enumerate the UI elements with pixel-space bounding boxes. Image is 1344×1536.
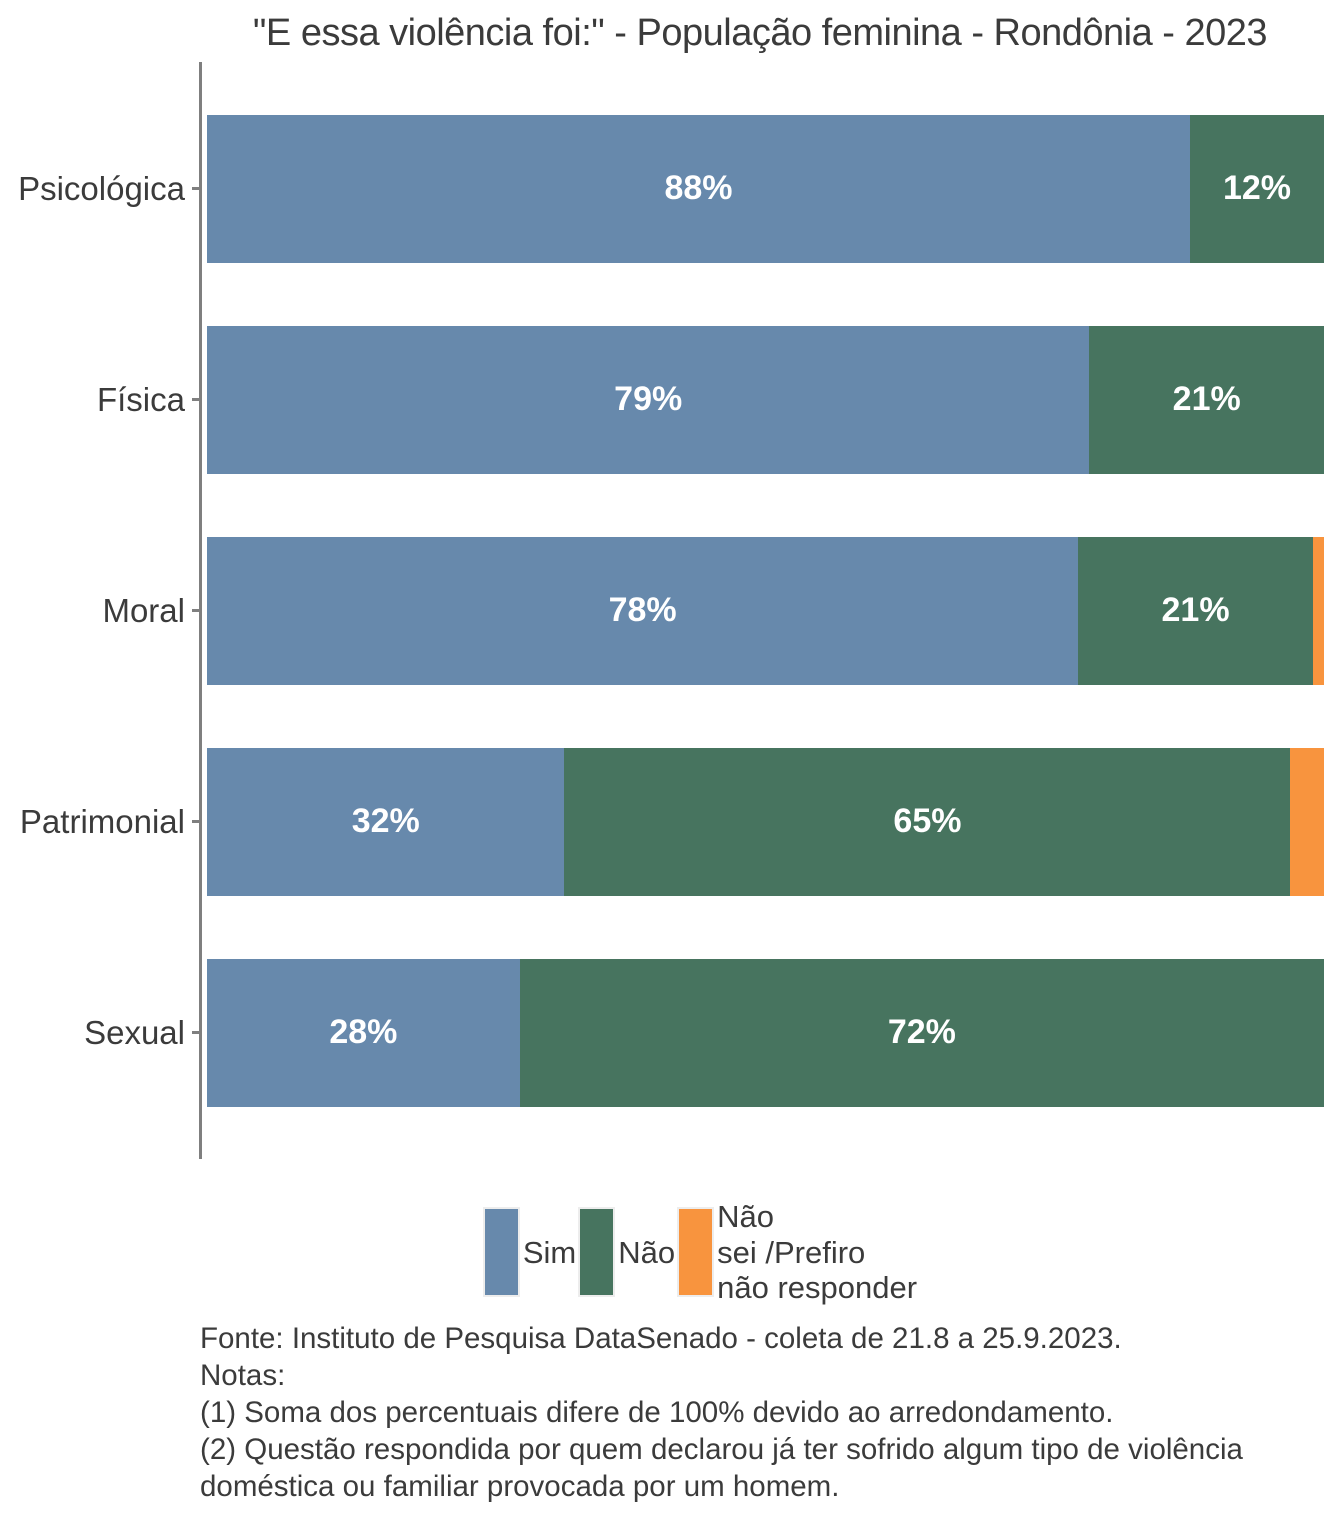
axis-tick	[192, 608, 202, 612]
bar-row: Sexual 28% 72%	[84, 958, 1324, 1107]
segment-value-label: 21%	[1161, 591, 1230, 630]
bar-segment-sim: 32%	[207, 747, 565, 896]
category-label: Psicológica	[18, 169, 185, 207]
legend-item-sim: Sim	[482, 1207, 578, 1298]
bar-row: Moral 78% 21%	[102, 536, 1324, 685]
axis-tick	[192, 397, 202, 401]
legend-label-sim: Sim	[522, 1234, 577, 1270]
legend-label-nao: Não	[618, 1234, 676, 1270]
bar-row: Psicológica 88% 12%	[18, 114, 1324, 263]
legend-item-nao: Não	[578, 1207, 677, 1298]
legend-label-nao-sei: Não sei /Prefiro não responder	[717, 1198, 918, 1306]
bar-segment-sim: 79%	[207, 325, 1090, 474]
bar-segment-sim: 88%	[207, 114, 1190, 263]
segment-value-label: 72%	[887, 1013, 956, 1052]
bar-segment-nao: 12%	[1189, 114, 1324, 263]
legend-item-nao-sei: Não sei /Prefiro não responder	[677, 1199, 919, 1306]
legend-swatch-nao-sei	[677, 1207, 715, 1298]
axis-tick	[192, 819, 202, 823]
notes-label: Notas:	[200, 1358, 286, 1392]
note-1: (1) Soma dos percentuais difere de 100% …	[200, 1396, 1114, 1430]
bar-row: Física 79% 21%	[97, 325, 1324, 474]
source-note: Fonte: Instituto de Pesquisa DataSenado …	[200, 1321, 1122, 1355]
plot-area: Psicológica 88% 12% Física 79% 21% Moral 78% 21%…	[18, 61, 1324, 1159]
chart-title: "E essa violência foi:" - População femi…	[252, 12, 1268, 54]
footer-notes: Fonte: Instituto de Pesquisa DataSenado …	[200, 1320, 1285, 1506]
bar-segment-nao-sei	[1312, 536, 1324, 685]
category-label: Física	[96, 380, 185, 418]
bar-segment-nao: 21%	[1078, 536, 1313, 685]
segment-value-label: 65%	[893, 802, 962, 841]
category-label: Sexual	[84, 1013, 185, 1051]
segment-value-label: 79%	[614, 380, 683, 419]
bar-segment-nao: 65%	[564, 747, 1291, 896]
note-2: (2) Questão respondida por quem declarou…	[200, 1433, 1243, 1504]
bar-segment-sim: 78%	[207, 536, 1079, 685]
segment-value-label: 78%	[608, 591, 677, 630]
bar-segment-nao: 72%	[519, 958, 1324, 1107]
segment-value-label: 28%	[329, 1013, 398, 1052]
category-label: Patrimonial	[19, 802, 185, 840]
bar-row: Patrimonial 32% 65%	[20, 747, 1324, 896]
segment-value-label: 12%	[1222, 169, 1291, 208]
segment-value-label: 21%	[1172, 380, 1241, 419]
legend-swatch-nao	[578, 1207, 616, 1298]
segment-value-label: 32%	[351, 802, 420, 841]
segment-value-label: 88%	[664, 169, 733, 208]
legend: Sim Não Não sei /Prefiro não responder	[58, 1199, 1344, 1306]
legend-swatch-sim	[482, 1207, 520, 1298]
bar-rows-container: Psicológica 88% 12% Física 79% 21% Moral 78% 21%…	[18, 114, 1324, 1107]
axis-tick	[192, 1030, 202, 1034]
bar-segment-nao-sei	[1290, 747, 1324, 896]
bar-segment-nao: 21%	[1089, 325, 1324, 474]
category-label: Moral	[102, 591, 185, 629]
axis-tick	[192, 186, 202, 190]
bar-segment-sim: 28%	[207, 958, 520, 1107]
